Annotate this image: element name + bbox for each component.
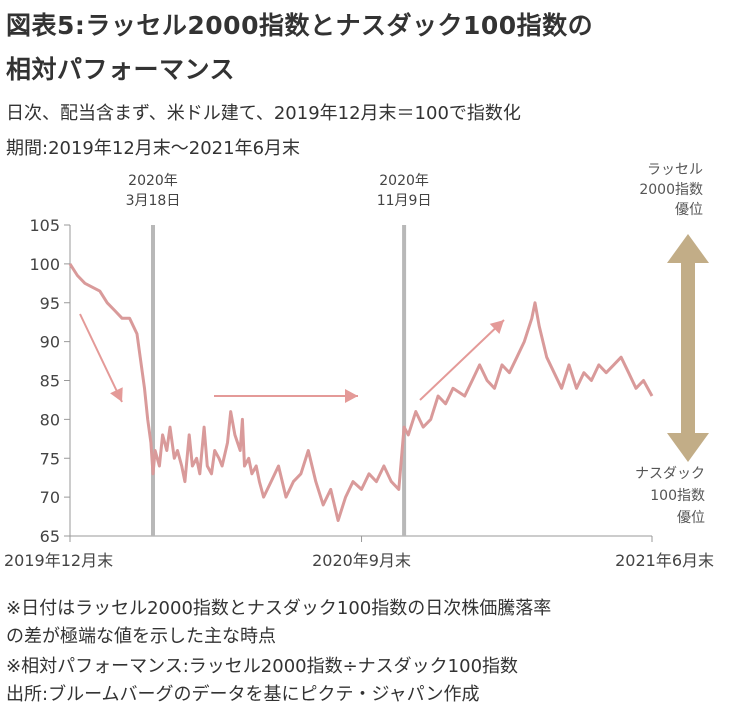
y-tick-label: 75 <box>40 449 60 468</box>
relative-performance-line <box>68 263 654 522</box>
down-trend-arrow-head <box>110 387 123 402</box>
chart-subtitle-line1: 日次、配当含まず、米ドル建て、2019年12月末＝100で指数化 <box>6 103 521 124</box>
x-axis: 2019年12月末 2020年9月末 2021年6月末 <box>4 535 714 570</box>
event-markers: 2020年 3月18日 2020年 11月9日 <box>126 173 432 536</box>
event-label-date: 11月9日 <box>377 193 432 209</box>
footnote-source: 出所:ブルームバーグのデータを基にピクテ・ジャパン作成 <box>6 684 480 705</box>
russell-advantage-label: ラッセル <box>647 162 703 178</box>
event-label-date: 3月18日 <box>126 193 181 209</box>
russell-advantage-label: 2000指数 <box>639 182 703 198</box>
nasdaq-advantage-label: 100指数 <box>650 488 705 504</box>
russell-advantage-label: 優位 <box>675 202 703 218</box>
y-tick-label: 85 <box>40 372 60 391</box>
y-tick-label: 70 <box>40 488 60 507</box>
footnote-2: の差が極端な値を示した主な時点 <box>6 626 276 647</box>
up-trend-arrow-shaft <box>419 319 505 401</box>
advantage-arrow-shaft <box>681 262 695 434</box>
down-trend-arrow-shaft <box>79 313 123 403</box>
advantage-arrow-up-head <box>667 234 709 263</box>
y-tick-label: 65 <box>40 527 60 546</box>
event-label-year: 2020年 <box>128 173 178 189</box>
y-tick-label: 105 <box>29 216 60 235</box>
y-tick-label: 80 <box>40 410 60 429</box>
nasdaq-advantage-label: 優位 <box>677 510 705 526</box>
y-tick-label: 90 <box>40 333 60 352</box>
x-tick-label: 2020年9月末 <box>312 551 411 570</box>
x-tick-label: 2019年12月末 <box>4 551 113 570</box>
x-tick-label: 2021年6月末 <box>615 551 714 570</box>
chart-period: 期間:2019年12月末〜2021年6月末 <box>6 138 301 159</box>
y-tick-label: 100 <box>29 255 60 274</box>
flat-trend-arrow-head <box>345 389 358 403</box>
up-trend-arrow-head <box>489 320 504 335</box>
footnote-1: ※日付はラッセル2000指数とナスダック100指数の日次株価騰落率 <box>6 598 552 619</box>
advantage-arrow-down-head <box>667 433 709 462</box>
y-axis: 105 100 95 90 85 80 75 70 65 <box>29 216 71 546</box>
y-tick-label: 95 <box>40 294 60 313</box>
footnote-3: ※相対パフォーマンス:ラッセル2000指数÷ナスダック100指数 <box>6 656 519 677</box>
chart-title-line1: 図表5:ラッセル2000指数とナスダック100指数の <box>6 11 594 40</box>
event-label-year: 2020年 <box>379 173 429 189</box>
nasdaq-advantage-label: ナスダック <box>635 466 705 482</box>
trend-arrows <box>79 313 505 403</box>
chart-title-line2: 相対パフォーマンス <box>6 55 236 84</box>
